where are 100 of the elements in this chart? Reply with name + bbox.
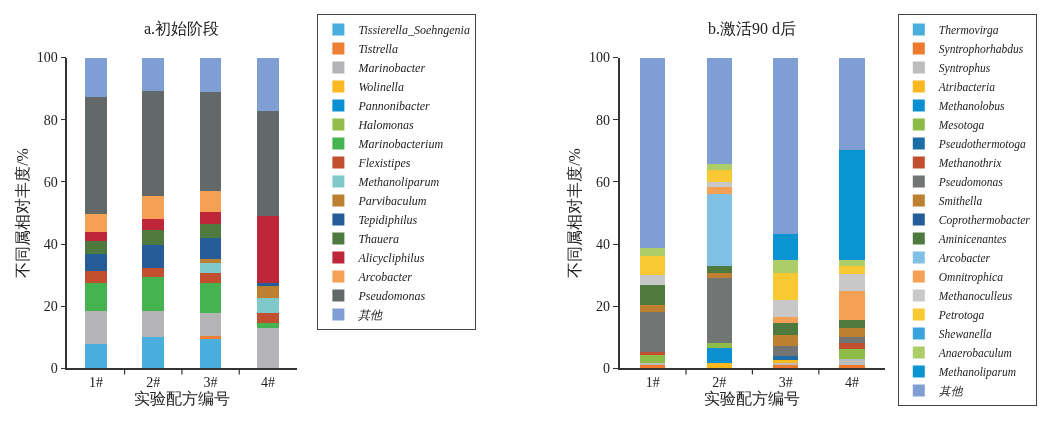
bar [839,327,865,337]
bar [257,57,279,112]
x-tick-label: 1# [88,374,103,390]
bar [199,190,222,212]
bar [85,240,107,254]
y-tick-label: 80 [43,112,58,128]
bar [257,327,279,369]
bar [257,298,279,313]
legend-label: Methanoculleus [937,289,1013,302]
x-axis-title: 实验配方编号 [704,389,801,407]
bar [85,271,107,283]
y-tick-label: 60 [596,174,611,190]
bar [773,259,799,273]
legend-label: Methanoliparum [937,365,1017,379]
y-tick-label: 100 [589,50,611,66]
legend-label: Shewanella [938,327,993,340]
bar [199,339,222,369]
bar [773,322,799,336]
bar [706,187,732,195]
bar [85,96,107,215]
bar [199,312,222,337]
bar [839,319,865,328]
x-tick-label: 3# [203,374,218,390]
legend-label: Wolinella [358,80,404,95]
legend-label: Methanothrix [937,156,1003,169]
bar [706,194,732,266]
bar [706,265,732,273]
bar [85,57,107,97]
bar [199,238,222,259]
legend-label: Tistrella [358,42,398,57]
bar [199,273,222,283]
legend-label: Pseudothermotoga [937,137,1026,151]
x-tick-label: 2# [146,374,161,390]
legend-label: Omnitrophica [938,270,1004,284]
y-tick-label: 100 [36,50,58,66]
bar [773,345,799,356]
bar [706,164,732,171]
bar [199,262,222,274]
legend-label: 其他 [938,384,964,397]
bar [85,310,107,345]
legend-label: Syntrophorhabdus [938,42,1024,56]
y-tick-label: 20 [43,299,58,315]
legend-label: Methanolobus [937,99,1006,112]
legend-label: Mesotoga [937,118,985,132]
bar [640,247,666,256]
bar [199,211,222,224]
chart-title: a.初始阶段 [144,20,220,37]
bar [640,274,666,285]
y-axis-title: 不同属相对丰度/% [566,148,584,278]
bar [199,57,222,93]
x-tick-label: 2# [712,374,727,390]
bar [85,344,107,369]
bar [85,282,107,311]
bar [706,170,732,182]
legend-label: Flexistipes [357,156,411,171]
bar [839,265,865,274]
bar [773,335,799,346]
bar [257,312,279,324]
bar [257,323,279,328]
legend-label: Arcobacter [937,251,991,264]
y-tick-label: 80 [596,112,611,128]
bar [142,267,165,278]
y-tick-label: 0 [50,361,58,377]
bar [142,336,165,369]
bar [640,284,666,305]
legend-label: Alicycliphilus [357,251,425,266]
y-tick-label: 40 [43,236,58,252]
chart-title: b.激活90 d后 [708,20,796,37]
bar [199,336,222,340]
legend-label: Tepidiphilus [358,213,418,228]
bar [773,233,799,260]
bar [142,90,165,196]
legend-label: Coprothermobacter [938,213,1031,227]
legend-label: Anaerobaculum [937,346,1012,359]
x-tick-label: 4# [845,374,860,390]
legend-label: Pseudomonas [357,289,426,304]
bar [839,291,865,320]
bar [199,282,222,313]
y-axis-title: 不同属相对丰度/% [14,148,32,278]
legend-label: 其他 [358,308,384,323]
bar [706,57,732,165]
bar [706,277,732,343]
legend-label: Smithella [938,194,983,207]
legend-label: Thauera [358,232,400,247]
bar [85,254,107,272]
legend-label: Petrotoga [937,308,985,322]
bar [773,300,799,318]
bar [142,277,165,311]
legend-label: Methanoliparum [357,175,440,190]
legend-label: Pseudomonas [937,175,1004,188]
legend-label: Arcobacter [357,270,413,285]
bar [839,359,865,365]
legend-label: Thermovirga [938,23,999,37]
bar [839,149,865,260]
legend-label: Marinobacterium [357,137,444,152]
legend-label: Halomonas [357,118,415,133]
bar [257,216,279,283]
x-tick-label: 3# [778,374,793,390]
x-axis-title: 实验配方编号 [133,389,230,407]
bar [839,336,865,344]
